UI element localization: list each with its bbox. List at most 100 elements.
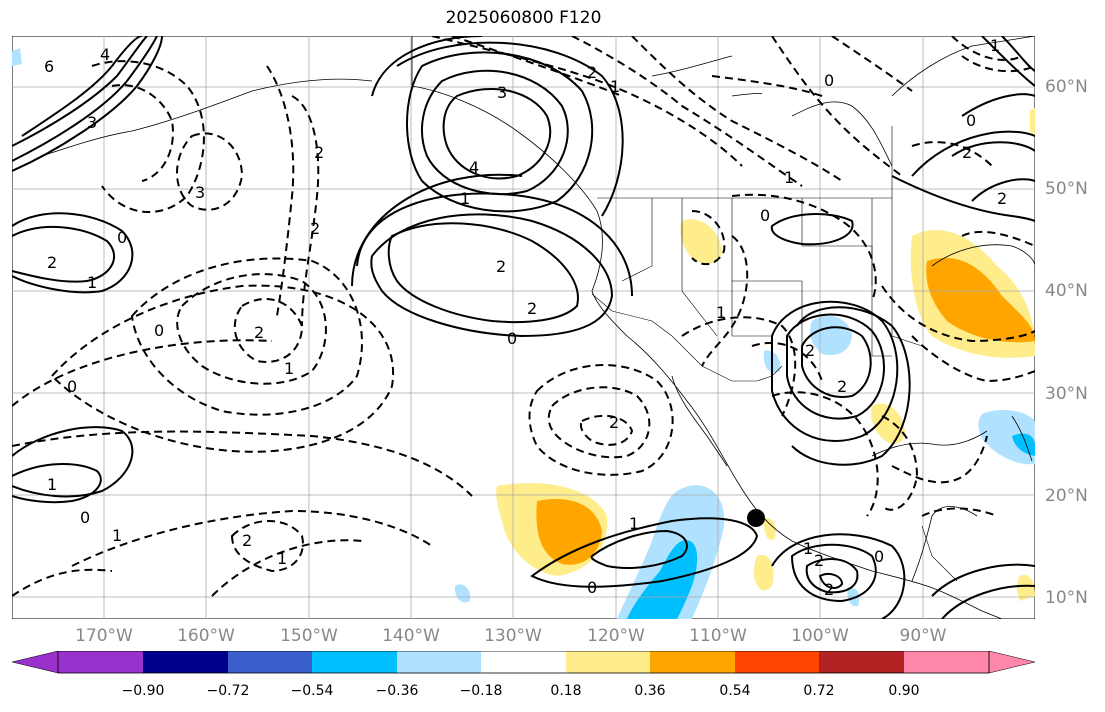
colorbar-bin [228, 651, 312, 673]
lon-label-170w: 170°W [75, 626, 133, 646]
negative-anomaly-florida-core [1012, 433, 1035, 456]
contour-label: 0 [824, 71, 834, 90]
contour-label: 2 [814, 551, 824, 570]
negative-anomaly-florida [978, 410, 1035, 465]
colorbar-extend-min [12, 651, 59, 674]
contour-label: 1 [284, 359, 294, 378]
contour-label: 1 [47, 475, 57, 494]
contour-label: 4 [469, 158, 479, 177]
anomaly-shading [12, 48, 1035, 619]
lat-label-40n: 40°N [1045, 281, 1088, 301]
colorbar-bin [58, 651, 143, 673]
contour-label: 2 [310, 219, 320, 238]
colorbar-tick-label: 0.36 [634, 683, 666, 699]
contour-label: 3 [87, 113, 97, 132]
contour-label: 2 [824, 580, 834, 599]
contour-label: 2 [587, 63, 597, 82]
colorbar-tick-label: −0.54 [290, 683, 334, 699]
contour-label: 2 [837, 377, 847, 396]
contour-label: 0 [154, 321, 164, 340]
positive-anomaly-ne-core [926, 257, 1035, 343]
negative-contours [12, 36, 1035, 597]
lon-label-160w: 160°W [177, 626, 235, 646]
contour-label: 1 [784, 168, 794, 187]
lat-label-30n: 30°N [1045, 384, 1088, 404]
contour-label: 1 [629, 514, 639, 533]
contour-label: 0 [507, 329, 517, 348]
contour-label: 6 [44, 57, 54, 76]
lon-label-120w: 120°W [587, 626, 645, 646]
contour-label: 0 [117, 228, 127, 247]
contour-label: 1 [990, 36, 1000, 55]
colorbar-tick-label: 0.54 [719, 683, 751, 699]
colorbar-tick-label: −0.72 [206, 683, 250, 699]
map-title: 2025060800 F120 [445, 8, 602, 28]
negative-anomaly-texas [810, 315, 852, 356]
colorbar-bin [566, 651, 650, 673]
contour-labels: 6 4 3 2 1 3 4 1 2 2 0 2 3 2 0 0 2 1 1 1 … [44, 36, 1007, 599]
lon-label-100w: 100°W [791, 626, 849, 646]
contour-label: 1 [716, 303, 726, 322]
lat-label-10n: 10°N [1045, 588, 1088, 608]
lon-label-150w: 150°W [280, 626, 338, 646]
contour-label: 1 [460, 189, 470, 208]
colorbar-tick-label: 0.72 [803, 683, 835, 699]
positive-anomaly-pacific-core [536, 499, 602, 565]
contour-label: 2 [805, 341, 815, 360]
negative-anomaly-jet-core [627, 540, 698, 619]
negative-anomaly-small1 [454, 584, 471, 603]
lon-label-140w: 140°W [382, 626, 440, 646]
colorbar-tick-label: 0.90 [888, 683, 920, 699]
positive-anomaly-south1 [754, 555, 774, 591]
colorbar [12, 651, 1036, 674]
contour-label: 0 [966, 111, 976, 130]
colorbar-tick-label: −0.18 [459, 683, 503, 699]
contour-label: 1 [610, 77, 620, 96]
lon-label-110w: 110°W [689, 626, 747, 646]
lon-label-130w: 130°W [484, 626, 542, 646]
contour-label: 1 [87, 273, 97, 292]
contour-label: 0 [80, 508, 90, 527]
positive-anomaly-ne-small [1030, 108, 1035, 136]
positive-anomaly-se [1017, 575, 1035, 601]
contour-label: 0 [760, 206, 770, 225]
contour-label: 3 [195, 183, 205, 202]
contour-label: 3 [497, 83, 507, 102]
lat-label-20n: 20°N [1045, 486, 1088, 506]
contour-label: 0 [874, 547, 884, 566]
contour-label: 4 [100, 45, 110, 64]
contour-label: 2 [609, 413, 619, 432]
contour-label: 2 [962, 143, 972, 162]
colorbar-bin [481, 651, 566, 673]
colorbar-bin [819, 651, 904, 673]
contour-label: 0 [587, 578, 597, 597]
contour-label: 2 [242, 531, 252, 550]
colorbar-bin [735, 651, 819, 673]
contour-label: 2 [47, 253, 57, 272]
contour-label: 1 [112, 526, 122, 545]
contour-label: 1 [803, 539, 813, 558]
positive-anomaly-central [680, 219, 722, 264]
colorbar-extend-max [988, 651, 1036, 674]
colorbar-bin [904, 651, 989, 673]
contour-label: 2 [997, 189, 1007, 208]
contour-label: 1 [277, 549, 287, 568]
negative-anomaly-small3 [12, 48, 22, 66]
colorbar-bin [650, 651, 735, 673]
contour-label: 2 [527, 299, 537, 318]
colorbar-tick-label: −0.36 [375, 683, 419, 699]
colorbar-bin [397, 651, 481, 673]
positive-anomaly-south2 [763, 517, 776, 540]
colorbar-bin [143, 651, 228, 673]
colorbar-tick-label: 0.18 [550, 683, 582, 699]
lon-label-90w: 90°W [899, 626, 947, 646]
lat-label-50n: 50°N [1045, 179, 1088, 199]
colorbar-tick-label: −0.90 [121, 683, 165, 699]
contour-label: 2 [314, 143, 324, 162]
contour-label: 0 [67, 377, 77, 396]
contour-label: 2 [496, 257, 506, 276]
graticule [12, 36, 1035, 619]
positive-contours [12, 36, 1035, 619]
colorbar-bin [312, 651, 397, 673]
map-panel: 6 4 3 2 1 3 4 1 2 2 0 2 3 2 0 0 2 1 1 1 … [12, 36, 1035, 619]
